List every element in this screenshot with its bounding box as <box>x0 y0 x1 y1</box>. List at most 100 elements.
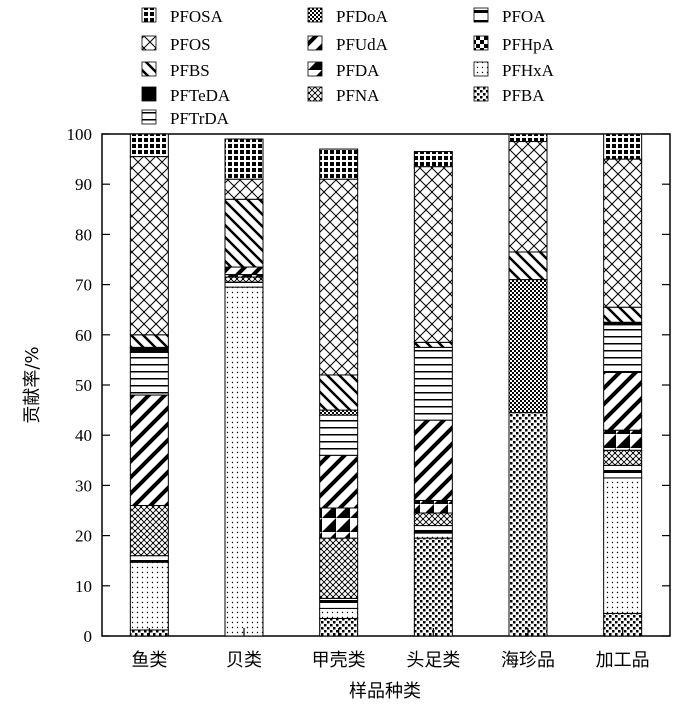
legend-swatch-pfhpa <box>473 35 489 51</box>
legend-label: PFOS <box>170 35 211 54</box>
y-tick-label: 60 <box>75 326 92 345</box>
bar-segment-pfos <box>319 178 359 376</box>
bars <box>129 133 643 637</box>
bar-segment-pfuda <box>224 266 264 276</box>
bar-segment-pfteda <box>129 346 169 353</box>
legend-label: PFBS <box>170 61 210 80</box>
y-tick-label: 30 <box>75 476 92 495</box>
bar-segment-pfuda <box>129 394 169 506</box>
y-tick-label: 20 <box>75 527 92 546</box>
legend-label: PFHxA <box>502 61 555 80</box>
x-axis-categories: 鱼类 贝类 甲壳类 头足类 海珍品 加工品 <box>131 628 650 671</box>
y-tick-label: 40 <box>75 426 92 445</box>
y-axis-ticks: 0 10 20 30 40 50 60 70 80 90 100 <box>67 125 670 646</box>
y-tick-label: 10 <box>75 577 92 596</box>
bar-segment-pfos <box>508 141 548 253</box>
bar-segment-pfoa <box>224 281 264 288</box>
y-axis-label: 贡献率/% <box>22 346 43 423</box>
bar-segment-pfos <box>224 178 264 200</box>
bar-segment-pfosa <box>224 138 264 180</box>
bar-segment-pfosa <box>413 151 453 168</box>
legend-label: PFDA <box>336 61 380 80</box>
y-tick-label: 70 <box>75 276 92 295</box>
bar-segment-pfda <box>603 429 643 451</box>
x-tick-label: 加工品 <box>596 650 650 671</box>
legend-swatch-pfba <box>473 86 489 102</box>
plot-axes <box>101 133 671 637</box>
legend-label: PFOA <box>502 7 546 26</box>
legend-label: PFHpA <box>502 35 555 54</box>
y-tick-label: 50 <box>75 376 92 395</box>
plot-frame <box>101 133 671 637</box>
bar-segment-pfuda <box>319 454 359 509</box>
bar-segment-pfda <box>413 499 453 514</box>
legend-swatch-pfoa <box>473 7 489 23</box>
x-tick-label: 贝类 <box>226 650 262 671</box>
y-tick-label: 90 <box>75 175 92 194</box>
bar-segment-pfda <box>319 507 359 539</box>
legend-swatch-pfbs <box>141 61 157 77</box>
y-tick-label: 100 <box>67 125 93 144</box>
legend-swatch-pfda <box>307 61 323 77</box>
legend-swatch-pfuda <box>307 35 323 51</box>
bar-segment-pfos <box>413 166 453 343</box>
bar-segment-pfbs <box>603 306 643 323</box>
bar-segment-pfosa <box>508 133 548 143</box>
y-tick-label: 0 <box>84 627 93 646</box>
bar-segment-pfos <box>129 156 169 336</box>
legend-swatch-pfdoa <box>307 7 323 23</box>
bar-segment-pfhxa <box>319 607 359 619</box>
legend-swatch-pftrda <box>141 109 157 125</box>
x-tick-label: 头足类 <box>406 650 460 671</box>
bar-segment-pfhxa <box>224 286 264 637</box>
bar-segment-pfhxa <box>413 532 453 539</box>
x-tick-label: 鱼类 <box>131 650 167 671</box>
legend-label: PFDoA <box>336 7 389 26</box>
legend-swatch-pfteda <box>141 86 157 102</box>
legend-swatch-pfosa <box>141 7 157 23</box>
legend-label: PFOSA <box>170 7 224 26</box>
legend-swatch-pfos <box>141 35 157 51</box>
bar-segment-pfuda <box>603 371 643 431</box>
legend-swatch-pfhxa <box>473 61 489 77</box>
bar-segment-pfdoa <box>508 279 548 414</box>
x-tick-label: 海珍品 <box>501 650 555 671</box>
bar-segment-pfna <box>224 276 264 283</box>
bar-segment-pftrda <box>413 346 453 421</box>
legend: PFOSA PFDoA PFOA PFOS PFUdA PFHpA PFBS PFDA PFHx… <box>141 7 555 128</box>
bar-segment-pfoa <box>413 525 453 534</box>
legend-label: PFTrDA <box>170 109 230 128</box>
bar-segment-pfbs <box>129 334 169 348</box>
bar-segment-pfna <box>129 504 169 557</box>
bar-segment-pfhxa <box>129 561 169 631</box>
bar-segment-pfos <box>603 158 643 308</box>
bar-segment-pfhxa <box>603 477 643 614</box>
bar-segment-pfosa <box>603 133 643 160</box>
bar-segment-pfbs <box>224 198 264 268</box>
bar-segment-pfbs <box>508 251 548 281</box>
bar-segment-pfoa <box>129 555 169 563</box>
bar-segment-pfna <box>319 537 359 599</box>
x-axis-label: 样品种类 <box>349 681 421 702</box>
bar-segment-pfna <box>603 449 643 466</box>
bar-segment-pfosa <box>319 148 359 180</box>
bar-segment-pftrda <box>129 351 169 396</box>
bar-segment-pfna <box>413 512 453 527</box>
legend-swatch-pfna <box>307 86 323 102</box>
legend-label: PFBA <box>502 86 545 105</box>
bar-segment-pfba <box>413 537 453 637</box>
bar-segment-pftrda <box>603 324 643 373</box>
bar-segment-pfosa <box>129 133 169 158</box>
bar-segment-pfbs <box>413 341 453 348</box>
bar-segment-pfdoa <box>319 409 359 416</box>
legend-label: PFNA <box>336 86 380 105</box>
bar-segment-pfoa <box>319 597 359 609</box>
y-tick-label: 80 <box>75 225 92 244</box>
legend-label: PFTeDA <box>170 86 231 105</box>
bar-segment-pfba <box>508 412 548 637</box>
bar-segment-pfuda <box>413 419 453 501</box>
legend-label: PFUdA <box>336 35 389 54</box>
x-tick-label: 甲壳类 <box>312 650 366 671</box>
bar-segment-pfbs <box>319 374 359 411</box>
